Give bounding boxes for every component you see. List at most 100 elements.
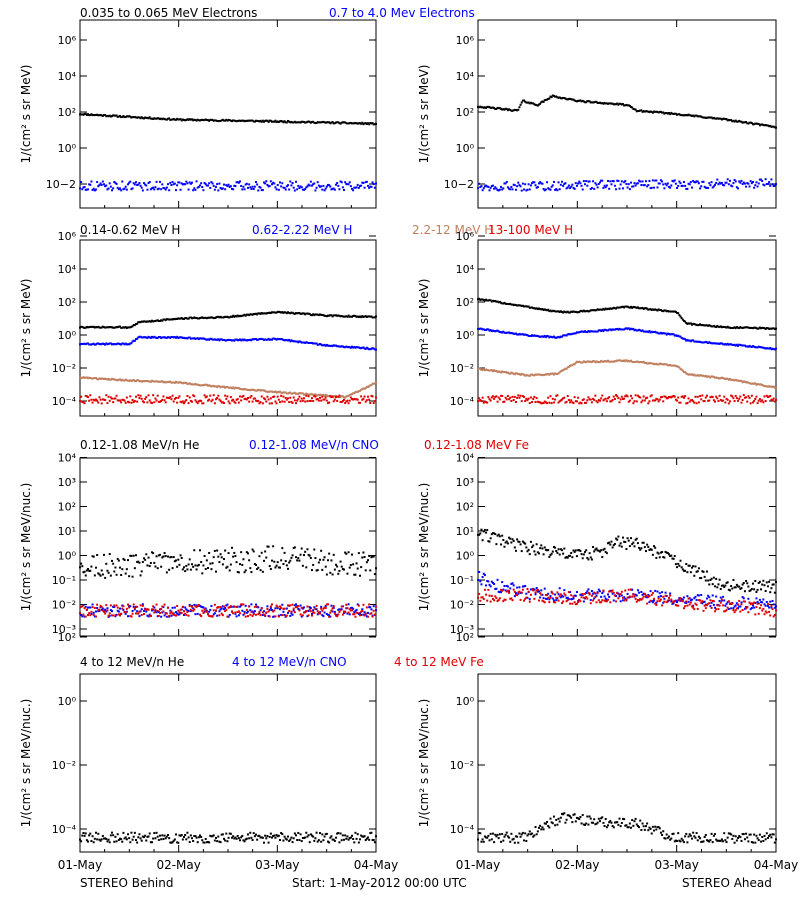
data-point (689, 571, 692, 574)
data-point (273, 615, 276, 618)
data-point (768, 385, 771, 388)
data-point (263, 338, 265, 341)
data-point (197, 119, 200, 122)
data-point (360, 395, 363, 398)
data-point (162, 117, 165, 120)
data-point (592, 180, 595, 183)
data-point (511, 188, 514, 191)
data-point (719, 596, 722, 599)
data-point (479, 298, 482, 301)
data-point (493, 582, 496, 585)
data-point (137, 394, 140, 397)
data-point (723, 184, 726, 187)
data-point (747, 122, 750, 125)
data-point (653, 331, 656, 334)
data-point (87, 377, 89, 380)
data-point (603, 184, 606, 187)
data-point (764, 604, 767, 607)
data-point (549, 372, 552, 375)
data-point (324, 314, 327, 317)
data-point (747, 326, 750, 329)
data-point (113, 605, 116, 608)
data-point (128, 379, 131, 382)
data-point (630, 181, 633, 184)
data-point (322, 120, 325, 123)
data-point (160, 188, 163, 191)
data-point (768, 125, 771, 128)
data-point (715, 376, 718, 379)
data-point (211, 398, 214, 401)
data-point (89, 183, 92, 186)
data-point (341, 186, 344, 189)
data-point (141, 117, 144, 120)
data-point (498, 597, 501, 600)
data-point (534, 400, 537, 403)
data-point (772, 603, 775, 606)
data-point (562, 96, 565, 99)
y-tick-label: 10⁻¹ (52, 574, 76, 587)
data-point (338, 345, 341, 348)
data-point (363, 395, 366, 398)
data-point (697, 182, 700, 185)
data-point (205, 118, 208, 121)
data-point (681, 184, 684, 187)
data-point (542, 597, 545, 600)
data-point (139, 321, 142, 324)
data-point (177, 841, 180, 844)
data-point (370, 315, 373, 318)
data-point (362, 551, 365, 554)
data-point (587, 360, 590, 363)
data-point (307, 183, 310, 186)
data-point (115, 604, 118, 607)
data-point (718, 604, 721, 607)
data-point (231, 546, 233, 549)
data-point (544, 188, 547, 191)
data-point (155, 555, 158, 558)
data-point (598, 308, 601, 311)
data-point (516, 586, 519, 589)
data-point (240, 315, 243, 318)
data-point (517, 394, 520, 397)
data-point (760, 400, 763, 403)
data-point (651, 553, 654, 556)
data-point (90, 839, 93, 842)
data-point (152, 552, 155, 555)
data-point (747, 381, 750, 384)
data-point (106, 840, 109, 843)
data-point (112, 343, 115, 346)
data-point (293, 832, 296, 835)
data-point (552, 180, 555, 183)
data-point (164, 118, 167, 121)
data-point (654, 589, 657, 592)
data-point (554, 398, 557, 401)
data-point (566, 395, 569, 398)
data-point (664, 550, 667, 553)
legend-entry: 0.12-1.08 MeV/n He (80, 438, 199, 452)
data-point (244, 569, 247, 572)
data-point (524, 400, 527, 403)
data-point (494, 300, 497, 303)
data-point (619, 398, 622, 401)
data-point (178, 118, 181, 121)
data-point (644, 361, 647, 364)
data-point (673, 310, 676, 313)
data-point (524, 100, 527, 103)
legend-entry: 13-100 MeV H (488, 223, 573, 237)
data-point (577, 549, 580, 552)
data-point (85, 376, 88, 379)
data-point (243, 571, 246, 574)
legend-entry: 4 to 12 MeV/n CNO (232, 655, 347, 669)
data-point (193, 603, 196, 606)
data-point (261, 611, 264, 614)
data-point (263, 610, 265, 613)
data-point (585, 361, 588, 364)
data-point (559, 310, 562, 313)
data-point (236, 605, 239, 608)
data-point (704, 116, 707, 119)
data-point (347, 402, 350, 405)
data-point (500, 588, 503, 591)
data-point (175, 118, 177, 121)
y-tick-label: 10⁴ (58, 452, 77, 465)
data-point (321, 609, 324, 612)
data-point (225, 608, 228, 611)
